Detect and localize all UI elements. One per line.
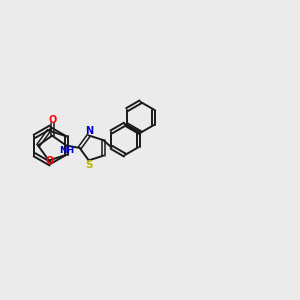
Text: NH: NH (59, 146, 74, 155)
Text: O: O (48, 115, 56, 124)
Text: O: O (45, 156, 53, 166)
Text: N: N (85, 126, 93, 136)
Text: S: S (85, 160, 92, 170)
